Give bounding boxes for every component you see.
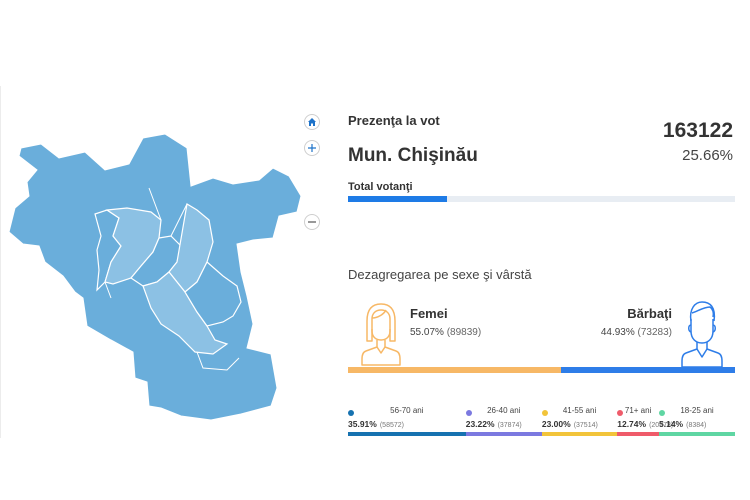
age-group-dot bbox=[465, 410, 472, 416]
age-group-label: 41-55 ani bbox=[562, 406, 597, 415]
age-group-percent: 23.00% bbox=[541, 419, 571, 429]
male-avatar-icon bbox=[681, 301, 723, 368]
age-group-bar bbox=[659, 432, 735, 436]
age-group-1[interactable]: 26-40 ani 23.22% (37874) bbox=[465, 404, 542, 438]
turnout-percent: 25.66% bbox=[682, 147, 733, 164]
age-group-dot bbox=[617, 410, 624, 416]
age-group-value: 5.14% (8384) bbox=[659, 419, 706, 429]
gender-bar-male bbox=[561, 367, 735, 373]
age-group-bar bbox=[617, 432, 659, 436]
age-group-percent: 12.74% bbox=[617, 419, 647, 429]
male-label: Bărbaţi bbox=[627, 306, 672, 321]
home-icon bbox=[308, 118, 316, 126]
age-group-label: 56-70 ani bbox=[390, 406, 424, 415]
map-road bbox=[104, 187, 240, 371]
age-groups-row: 56-70 ani 35.91% (58572) 26-40 ani 23.22% (37… bbox=[348, 404, 735, 438]
age-group-value: 23.00% (37514) bbox=[542, 419, 598, 429]
age-group-label: 71+ ani bbox=[624, 406, 652, 415]
age-group-bar bbox=[465, 432, 542, 436]
region-name: Mun. Chişinău bbox=[348, 145, 478, 166]
turnout-title: Prezenţa la vot bbox=[348, 113, 440, 128]
male-count: (73283) bbox=[637, 327, 672, 338]
age-group-count: (37874) bbox=[497, 422, 522, 429]
age-group-bar bbox=[541, 432, 618, 436]
female-percent: 55.07% bbox=[410, 327, 444, 338]
gender-bar-female bbox=[348, 367, 562, 373]
male-stats: 44.93% (73283) bbox=[601, 327, 672, 338]
age-group-percent: 5.14% bbox=[659, 419, 684, 429]
election-widget: Prezenţa la vot 163122 Mun. Chişinău 25.… bbox=[0, 86, 750, 438]
age-group-2[interactable]: 41-55 ani 23.00% (37514) bbox=[541, 404, 618, 438]
age-group-3[interactable]: 71+ ani 12.74% (20778) bbox=[617, 404, 673, 438]
map-home-button[interactable] bbox=[304, 114, 320, 130]
age-group-label: 26-40 ani bbox=[487, 406, 521, 415]
female-label: Femei bbox=[410, 306, 448, 321]
gender-split-bar bbox=[348, 367, 735, 373]
chisinau-map[interactable] bbox=[1, 86, 331, 438]
age-group-value: 35.91% (58572) bbox=[348, 419, 404, 429]
map-zoom-out-button[interactable] bbox=[304, 214, 320, 230]
female-stats: 55.07% (89839) bbox=[410, 327, 481, 338]
map-zoom-in-button[interactable] bbox=[304, 140, 320, 156]
age-group-count: (8384) bbox=[686, 422, 707, 429]
stats-panel: Prezenţa la vot 163122 Mun. Chişinău 25.… bbox=[348, 86, 735, 438]
age-group-value: 12.74% (20778) bbox=[617, 419, 673, 429]
age-group-label: 18-25 ani bbox=[680, 406, 714, 415]
age-group-dot bbox=[348, 410, 354, 416]
age-group-value: 23.22% (37874) bbox=[466, 419, 522, 429]
total-voters-label: Total votanţi bbox=[348, 181, 413, 193]
female-avatar-icon bbox=[361, 303, 401, 366]
zoom-out-icon bbox=[308, 221, 316, 223]
map-sector-6[interactable] bbox=[184, 261, 242, 327]
age-group-0[interactable]: 56-70 ani 35.91% (58572) bbox=[348, 404, 466, 438]
age-group-count: (20778) bbox=[649, 422, 674, 429]
age-group-percent: 23.22% bbox=[465, 419, 495, 429]
zoom-in-icon bbox=[308, 144, 316, 152]
age-group-dot bbox=[541, 410, 548, 416]
age-group-4[interactable]: 18-25 ani 5.14% (8384) bbox=[659, 404, 735, 438]
age-group-count: (58572) bbox=[379, 422, 404, 429]
total-voters-bar-fill bbox=[348, 196, 447, 202]
female-count: (89839) bbox=[446, 327, 482, 338]
map-sector-5[interactable] bbox=[142, 271, 229, 355]
map-panel[interactable] bbox=[1, 86, 331, 438]
turnout-count: 163122 bbox=[662, 119, 733, 142]
disaggregation-title: Dezagregarea pe sexe şi vârstă bbox=[348, 267, 532, 282]
age-group-percent: 35.91% bbox=[348, 419, 377, 429]
age-group-count: (37514) bbox=[573, 422, 598, 429]
age-group-bar bbox=[348, 432, 466, 436]
total-voters-bar bbox=[348, 196, 735, 202]
male-percent: 44.93% bbox=[600, 327, 635, 338]
age-group-dot bbox=[659, 410, 665, 416]
